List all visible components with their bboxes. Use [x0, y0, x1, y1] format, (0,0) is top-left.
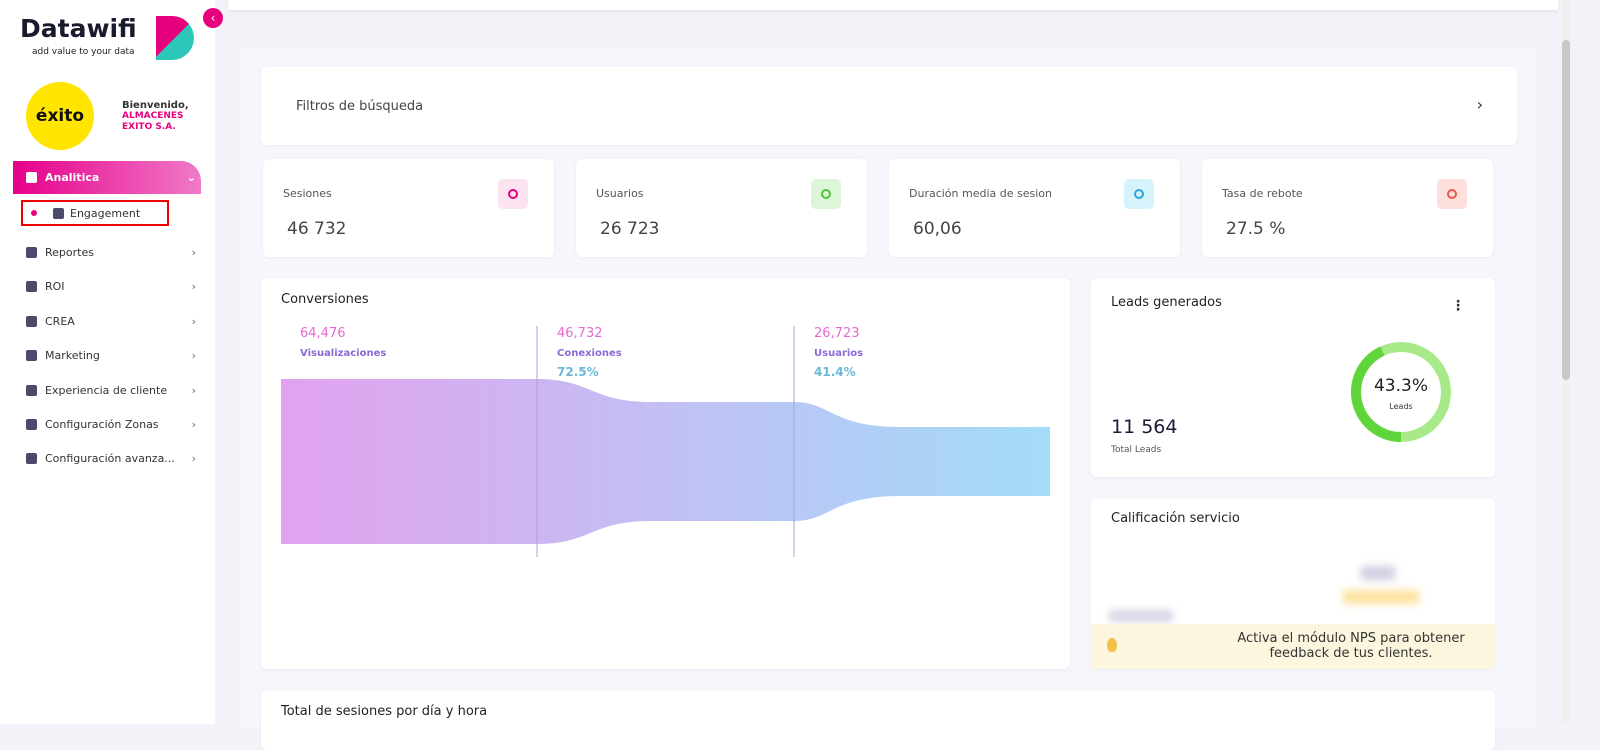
donut-label: Leads — [1389, 402, 1413, 411]
menu-item[interactable]: CREA › — [26, 315, 196, 328]
card-title: Total de sesiones por día y hora — [281, 704, 488, 719]
submenu-label: Engagement — [53, 207, 140, 220]
stat-icon — [811, 179, 841, 209]
funnel-shape — [281, 379, 1050, 544]
sessions-card: Total de sesiones por día y hora — [261, 690, 1495, 750]
stat-card: Duración media de sesion 60,06 — [889, 159, 1180, 257]
stat-value: 46 732 — [287, 219, 347, 239]
stage-percent: 41.4% — [814, 365, 856, 379]
donut — [1351, 342, 1451, 442]
logo: Datawifi — [20, 14, 137, 43]
blur — [1109, 610, 1173, 622]
rating-card: Calificación servicio Activa el módulo N… — [1091, 498, 1495, 669]
stage-name: Conexiones — [557, 348, 622, 359]
leads-card: Leads generados ⋮ 11 564 Total Leads 43.… — [1091, 278, 1495, 477]
blur — [1343, 590, 1419, 604]
card-title: Conversiones — [281, 292, 369, 307]
stage-name: Visualizaciones — [300, 348, 387, 359]
stage-percent: 72.5% — [557, 365, 599, 379]
stat-label: Sesiones — [283, 187, 332, 200]
stat-card: Tasa de rebote 27.5 % — [1202, 159, 1493, 257]
sidebar: Datawifi add value to your data ‹ éxito … — [0, 0, 223, 724]
submenu-item[interactable] — [21, 200, 169, 226]
stat-label: Tasa de rebote — [1222, 187, 1303, 200]
blur — [1361, 566, 1395, 580]
stat-card: Sesiones 46 732 — [263, 159, 554, 257]
stage-value: 46,732 — [557, 326, 603, 341]
menu-item[interactable]: ROI › — [26, 280, 196, 293]
tagline: add value to your data — [32, 47, 135, 57]
stat-icon — [1124, 179, 1154, 209]
chevron: › — [1476, 95, 1483, 114]
filters-title: Filtros de búsqueda — [296, 99, 424, 114]
menu-label: Configuración Zonas — [45, 418, 159, 431]
menu-dots[interactable]: ⋮ — [1451, 298, 1465, 314]
menu-active[interactable] — [13, 161, 201, 194]
chevron: › — [191, 383, 196, 397]
funnel — [281, 326, 1050, 557]
filters-card[interactable]: Filtros de búsqueda › — [261, 67, 1517, 145]
stat-card: Usuarios 26 723 — [576, 159, 867, 257]
menu-item[interactable]: Configuración avanza... › — [26, 452, 196, 465]
chevron: › — [191, 418, 196, 431]
dot — [31, 210, 37, 216]
stat-icon — [498, 179, 528, 209]
menu-item[interactable]: Configuración Zonas › — [26, 418, 196, 431]
menu-item[interactable]: Experiencia de cliente › — [26, 384, 196, 397]
logo-mark — [156, 16, 194, 60]
stat-label: Duración media de sesion — [909, 187, 1052, 200]
chevron: › — [191, 314, 196, 328]
menu-label: Experiencia de cliente — [45, 383, 168, 397]
conversions-card: Conversiones 64,476 Visualizaciones 46,73… — [261, 278, 1070, 669]
company: ALMACENES EXITO S.A. — [122, 111, 184, 132]
card-title: Leads generados — [1111, 295, 1222, 310]
donut-value: 43.3% — [1373, 376, 1428, 396]
menu-label: Configuración avanza... — [45, 452, 175, 466]
card-title: Calificación servicio — [1111, 511, 1240, 526]
stat-value: 27.5 % — [1226, 219, 1286, 239]
chevron: › — [191, 452, 196, 466]
menu-label: ROI — [45, 280, 65, 294]
menu-label: Reportes — [45, 246, 94, 259]
stage-name: Usuarios — [814, 348, 864, 359]
stat-icon — [1437, 179, 1467, 209]
brand-logo: éxito — [26, 82, 94, 150]
notice: Activa el módulo NPS para obtener feedba… — [1091, 624, 1495, 669]
welcome: Bienvenido, — [122, 100, 189, 111]
menu-label: Analitica — [45, 171, 100, 184]
scrollbar — [1562, 0, 1570, 724]
stage-value: 64,476 — [300, 326, 346, 341]
menu-label: Marketing — [45, 349, 100, 363]
collapse-button[interactable]: ‹ — [203, 8, 223, 28]
total-leads-label: Total Leads — [1111, 445, 1162, 455]
stat-value: 26 723 — [600, 219, 660, 239]
menu-item[interactable]: Marketing › — [26, 349, 196, 362]
chevron: › — [191, 246, 196, 259]
chevron: › — [191, 280, 196, 294]
stage-value: 26,723 — [814, 326, 860, 341]
notice-text: Activa el módulo NPS para obtener feedba… — [1237, 631, 1465, 661]
top-bar — [228, 0, 1558, 10]
total-leads: 11 564 — [1111, 416, 1178, 438]
bulb — [1107, 638, 1117, 652]
menu-item[interactable]: Reportes › — [26, 246, 196, 259]
menu-item[interactable]: Analitica ⌄ — [26, 171, 196, 184]
menu-label: CREA — [45, 314, 75, 328]
chevron: › — [191, 349, 196, 363]
stat-label: Usuarios — [596, 187, 644, 200]
stat-value: 60,06 — [913, 219, 962, 239]
